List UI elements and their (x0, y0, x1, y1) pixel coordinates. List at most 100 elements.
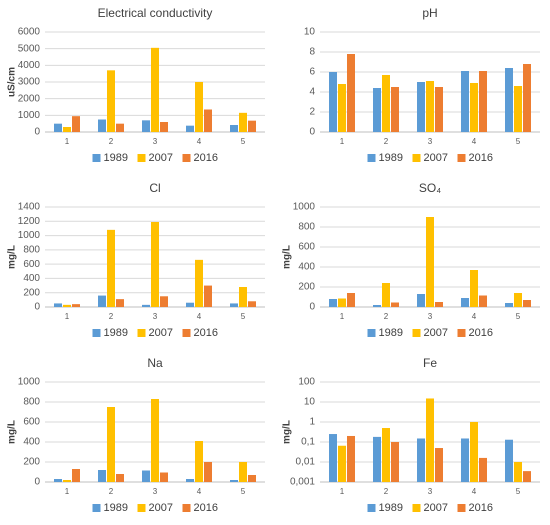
bar (505, 68, 513, 132)
chart-title: SO₄ (419, 181, 441, 195)
bar (373, 305, 381, 307)
y-tick-label: 6000 (18, 27, 41, 38)
bar (54, 479, 62, 482)
bar (426, 81, 434, 132)
bar (435, 448, 443, 482)
bar (72, 469, 80, 482)
y-tick-label: 100 (298, 377, 315, 388)
y-tick-label: 6 (309, 67, 315, 78)
chart-panel: SO₄ mg/L 0 200 400 600 800 1000 1 2 3 4 5 1989 2007 201… (282, 181, 540, 339)
bar (151, 399, 159, 482)
bar (63, 480, 71, 482)
y-tick-label: 0,01 (296, 457, 316, 468)
x-tick-label: 2 (384, 137, 389, 146)
chart-title: Electrical conductivity (98, 6, 213, 20)
legend-swatch (457, 504, 466, 512)
x-tick-label: 4 (472, 137, 477, 146)
legend-label: 2016 (194, 327, 218, 339)
x-tick-label: 1 (340, 312, 345, 321)
y-tick-label: 10 (304, 27, 316, 38)
bar (98, 470, 106, 482)
x-tick-label: 2 (109, 487, 114, 496)
y-tick-label: 3000 (18, 77, 41, 88)
legend-swatch (367, 154, 376, 162)
bar (523, 471, 531, 482)
bar (151, 47, 159, 133)
bar (505, 303, 513, 307)
legend-swatch (412, 329, 421, 337)
y-tick-label: 5000 (18, 43, 41, 54)
bar (514, 86, 522, 132)
x-tick-label: 4 (197, 487, 202, 496)
bar (461, 438, 469, 482)
y-tick-label: 800 (23, 244, 40, 255)
y-tick-label: 1000 (18, 230, 41, 241)
legend-label: 1989 (379, 152, 403, 164)
x-tick-label: 1 (340, 137, 345, 146)
legend-label: 2016 (469, 502, 493, 514)
x-tick-label: 3 (428, 312, 433, 321)
y-tick-label: 600 (23, 417, 40, 428)
bar (417, 82, 425, 132)
legend-swatch (182, 154, 191, 162)
bar (72, 304, 80, 307)
x-tick-label: 2 (109, 312, 114, 321)
legend-label: 2007 (149, 152, 173, 164)
bar (382, 75, 390, 132)
x-tick-label: 1 (65, 137, 70, 146)
y-tick-label: 4 (309, 87, 315, 98)
legend-swatch (92, 154, 101, 162)
x-tick-label: 4 (197, 312, 202, 321)
bar (461, 298, 469, 307)
chart-title: pH (422, 6, 437, 20)
bar (116, 299, 124, 307)
bar (72, 116, 80, 132)
y-tick-label: 200 (298, 282, 315, 293)
bar (239, 462, 247, 482)
bar (204, 109, 212, 132)
bar (479, 71, 487, 132)
legend-swatch (457, 329, 466, 337)
bar (470, 422, 478, 482)
y-axis-label: mg/L (7, 420, 18, 444)
x-tick-label: 5 (241, 312, 246, 321)
legend-swatch (412, 504, 421, 512)
bar (54, 303, 62, 307)
legend-swatch (457, 154, 466, 162)
bar (54, 123, 62, 132)
y-tick-label: 200 (23, 457, 40, 468)
x-tick-label: 3 (428, 487, 433, 496)
chart-title: Fe (423, 356, 437, 370)
bar (230, 125, 238, 132)
legend-swatch (137, 329, 146, 337)
bar (142, 470, 150, 482)
y-tick-label: 0 (34, 302, 40, 313)
x-tick-label: 5 (516, 487, 521, 496)
bar (116, 474, 124, 482)
bar (186, 302, 194, 307)
legend-label: 1989 (379, 327, 403, 339)
bar (470, 270, 478, 307)
legend-label: 2007 (149, 327, 173, 339)
bar (204, 285, 212, 307)
y-tick-label: 1000 (18, 377, 41, 388)
bar (195, 259, 203, 307)
legend-label: 2007 (424, 502, 448, 514)
bar (461, 71, 469, 132)
legend-label: 1989 (104, 152, 128, 164)
chart-panel: Fe mg/L 0,001 0,01 0,1 1 10 100 1 2 3 4 5 1989 2007 201… (282, 356, 540, 514)
y-tick-label: 1000 (293, 202, 316, 213)
x-tick-label: 5 (241, 487, 246, 496)
bar (479, 457, 487, 482)
chart-panel: Electrical conductivity uS/cm 0 1000 2000 300… (7, 6, 265, 164)
bar (391, 302, 399, 307)
y-tick-label: 800 (298, 222, 315, 233)
bar (426, 217, 434, 307)
legend-swatch (182, 504, 191, 512)
y-tick-label: 1 (309, 417, 315, 428)
x-tick-label: 3 (428, 137, 433, 146)
bar (63, 127, 71, 132)
y-tick-label: 4000 (18, 60, 41, 71)
bar (373, 88, 381, 132)
